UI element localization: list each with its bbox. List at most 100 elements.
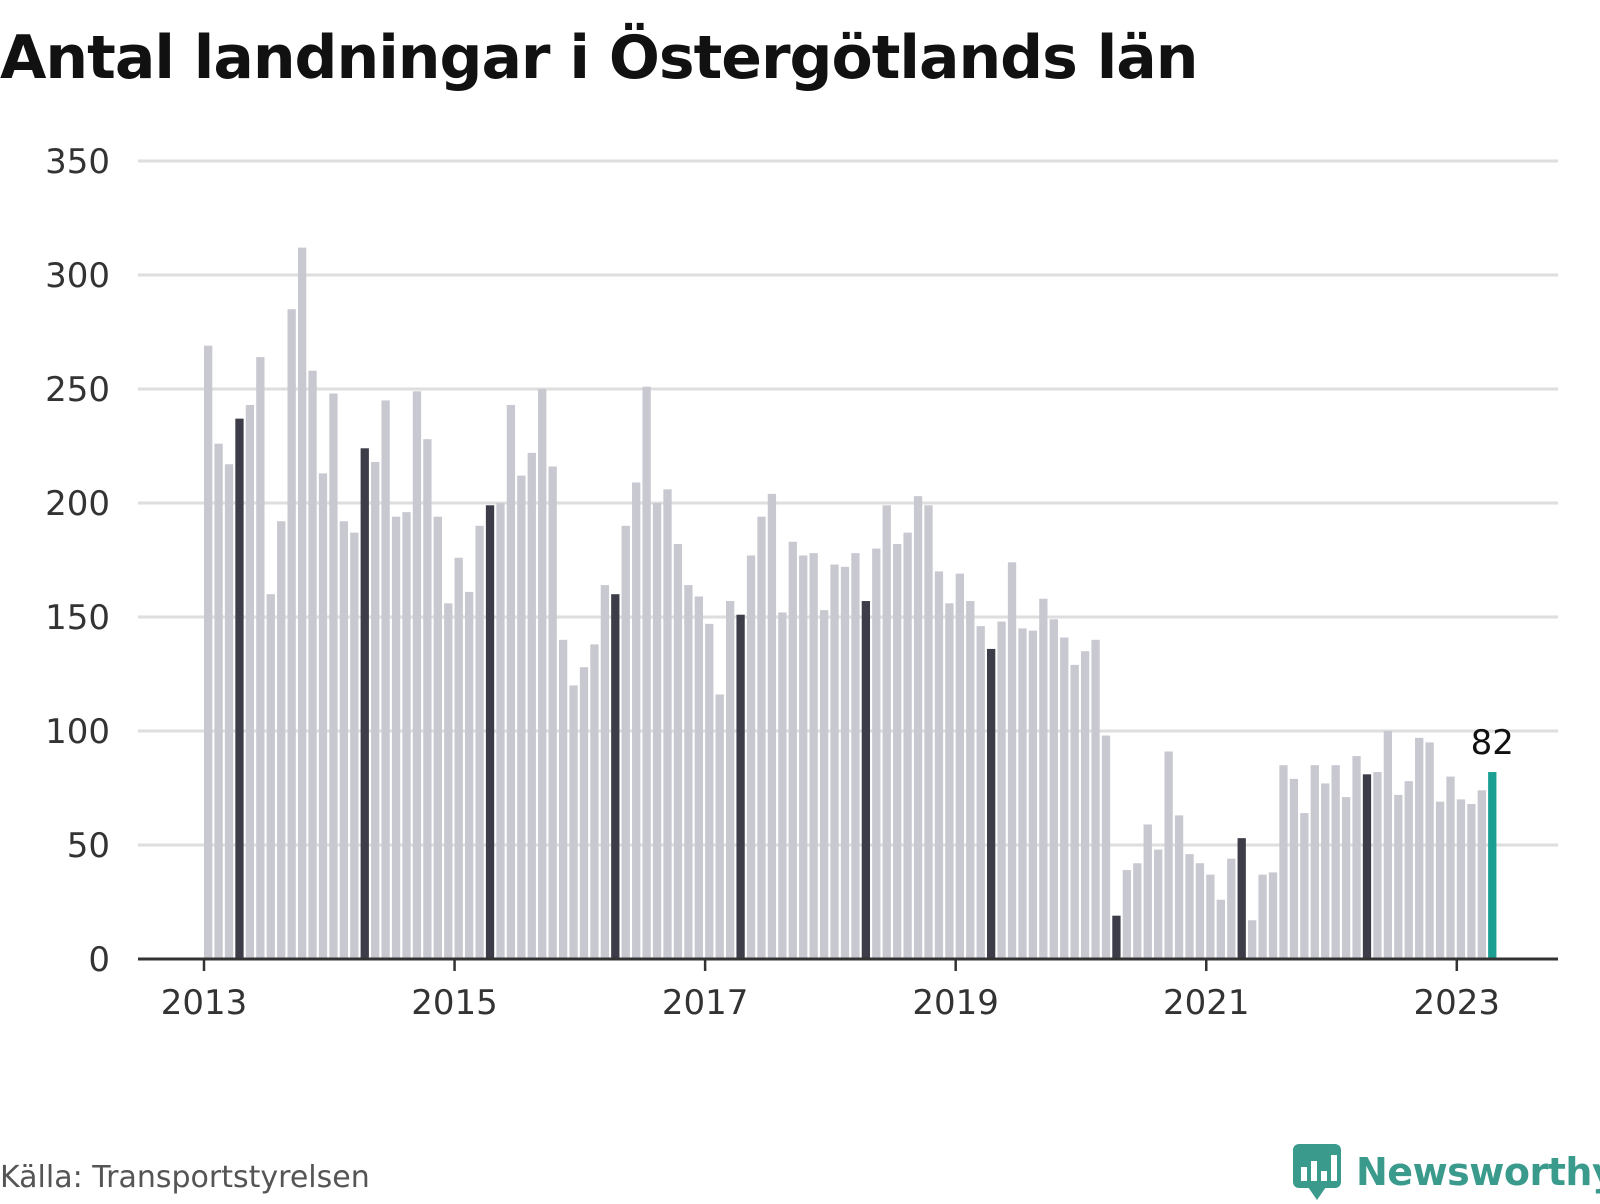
bar — [1039, 598, 1048, 959]
bar — [903, 532, 912, 959]
bar — [235, 418, 244, 959]
bar — [1289, 778, 1299, 959]
bar — [955, 573, 964, 959]
bar — [1446, 776, 1455, 959]
bar — [350, 532, 359, 959]
bar — [1279, 765, 1288, 959]
bar — [809, 553, 818, 959]
bar — [924, 505, 933, 959]
bar — [1049, 619, 1058, 959]
bar — [538, 389, 547, 959]
bar — [1477, 790, 1486, 959]
bar — [632, 482, 641, 959]
bar — [360, 448, 369, 959]
bar — [1258, 874, 1267, 959]
y-tick-label: 250 — [45, 370, 110, 410]
y-tick-label: 200 — [45, 484, 110, 524]
bar — [997, 621, 1006, 959]
newsworthy-logo-icon — [1293, 1144, 1341, 1200]
bar — [1070, 664, 1079, 959]
bar — [913, 496, 923, 959]
y-tick-label: 350 — [45, 142, 110, 182]
bar — [882, 505, 891, 959]
bar — [1373, 772, 1382, 959]
bar — [548, 466, 557, 959]
bar — [1028, 630, 1038, 959]
x-tick-label: 2021 — [1163, 983, 1250, 1023]
bar — [746, 555, 756, 959]
bar — [757, 516, 766, 959]
bar — [277, 521, 286, 959]
bar — [1394, 794, 1403, 959]
bar — [1080, 651, 1090, 959]
bar — [590, 644, 599, 959]
bar — [642, 386, 651, 960]
bar — [611, 594, 620, 959]
bar — [934, 571, 944, 959]
bar — [287, 309, 296, 959]
y-tick-label: 300 — [45, 256, 110, 296]
bar — [1227, 858, 1236, 959]
bar — [830, 564, 839, 959]
bar — [694, 596, 703, 959]
bar — [1300, 813, 1309, 959]
bar — [402, 512, 411, 959]
bar — [412, 391, 422, 959]
bar — [861, 601, 871, 959]
bar — [1164, 751, 1173, 959]
bar — [1060, 637, 1069, 959]
bar — [454, 557, 463, 959]
bar — [558, 639, 568, 959]
bar — [485, 505, 495, 959]
bar — [318, 473, 328, 959]
bar — [1154, 849, 1163, 959]
bar — [569, 685, 578, 959]
bar — [1331, 765, 1340, 959]
bar — [715, 694, 724, 959]
bar — [329, 393, 338, 959]
bar — [767, 493, 777, 959]
chart-title: Antal landningar i Östergötlands län — [0, 23, 1198, 93]
bar — [726, 601, 735, 959]
bar — [1268, 872, 1278, 959]
bar — [1133, 863, 1142, 959]
bar — [1007, 562, 1017, 959]
bar — [381, 400, 390, 959]
bar — [1122, 870, 1132, 959]
y-tick-labels: 0 50 100 150 200 250 300 350 — [45, 142, 110, 980]
bar — [1488, 772, 1497, 959]
bar — [966, 601, 975, 959]
bar — [1216, 899, 1225, 959]
bar — [705, 623, 714, 959]
bar — [600, 585, 610, 959]
bar — [1091, 639, 1100, 959]
y-tick-label: 50 — [67, 826, 110, 866]
bar — [266, 594, 275, 959]
bar — [496, 503, 505, 959]
bar — [1404, 781, 1413, 959]
bar — [1467, 803, 1476, 959]
bar — [339, 521, 349, 959]
bar — [527, 452, 536, 959]
bar — [444, 603, 453, 959]
bar — [391, 516, 401, 959]
bar — [652, 503, 662, 959]
brand-name: Newsworthy — [1356, 1150, 1600, 1194]
y-tick-label: 150 — [45, 598, 110, 638]
bar — [673, 544, 683, 959]
bar — [297, 247, 307, 959]
bar — [1341, 797, 1351, 959]
bar — [245, 404, 255, 960]
latest-value-label: 82 — [1471, 723, 1514, 763]
bar — [840, 566, 850, 959]
bar — [1321, 783, 1330, 959]
bar — [945, 603, 954, 959]
bar — [778, 612, 787, 959]
bar — [579, 667, 589, 959]
bar — [684, 585, 693, 959]
bar — [1310, 765, 1319, 959]
bar — [799, 555, 808, 959]
bar — [851, 553, 860, 959]
bar — [506, 404, 516, 960]
